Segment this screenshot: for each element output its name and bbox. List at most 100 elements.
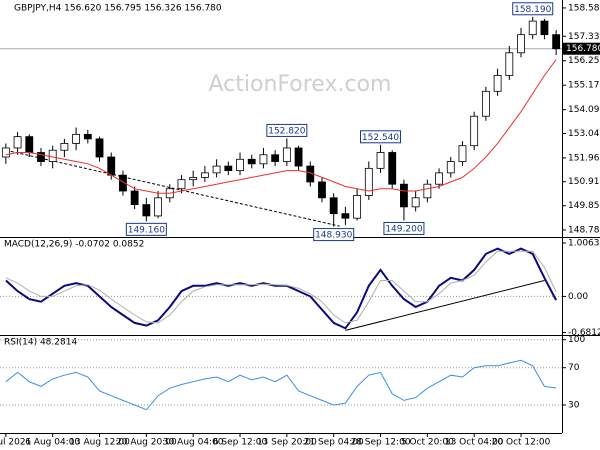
x-tick-label: 28 Sep 12:00 [350, 438, 410, 448]
annotation-label: 152.820 [268, 126, 305, 136]
annotation-box [383, 221, 425, 235]
y-tick-label: 100 [568, 335, 585, 345]
y-tick-label: 149.850 [568, 201, 600, 211]
candle-body [376, 152, 385, 169]
y-tick-label: 157.330 [568, 32, 600, 42]
last-price-box [563, 42, 600, 55]
candle-body [13, 136, 22, 149]
annotation-box [360, 130, 402, 144]
y-tick-label: 1.0063 [568, 238, 600, 248]
x-tick-label: 13 Aug 12:00 [69, 438, 130, 448]
candle-body [400, 183, 408, 208]
candle-body [528, 20, 537, 36]
candle-body [552, 34, 561, 50]
candle-body [493, 75, 502, 92]
candle-body [236, 158, 244, 172]
y-tick-label: 30 [568, 401, 580, 411]
annotation-label: 148.930 [315, 231, 352, 241]
candle-body [37, 152, 45, 162]
candle-body [200, 172, 209, 178]
candle-body [423, 183, 432, 199]
annotation-box [512, 2, 554, 16]
y-tick-label: 153.040 [568, 129, 600, 139]
candle-body [142, 204, 151, 217]
y-tick-label: 154.090 [568, 105, 600, 115]
y-tick-label: 156.250 [568, 56, 600, 66]
annotation-label: 149.160 [128, 225, 165, 235]
annotation-box [313, 228, 355, 242]
candle-body [60, 143, 69, 151]
candle-body [388, 152, 397, 185]
y-tick-label: 151.960 [568, 153, 600, 163]
candle-body [540, 20, 549, 36]
trendline [345, 279, 545, 331]
candle-body [72, 133, 81, 144]
series-line [5, 359, 557, 411]
macd-header: MACD(12,26,9) -0.0702 0.0852 [4, 240, 144, 250]
candle-body [481, 90, 490, 117]
annotation-label: 149.200 [385, 224, 422, 234]
candle-body [470, 115, 479, 147]
x-tick-label: 20 Aug 20:00 [116, 438, 177, 448]
annotation-label: 152.540 [362, 133, 399, 143]
x-tick-label: 20 Oct 12:00 [492, 438, 551, 448]
candle-body [271, 154, 280, 162]
candle-body [364, 167, 373, 196]
candle-body [224, 165, 233, 172]
price-header: GBPJPY,H4 156.620 156.795 156.326 156.78… [14, 4, 222, 14]
candle-body [189, 177, 198, 181]
candle-body [154, 197, 162, 217]
candle-body [294, 147, 303, 167]
y-tick-label: 155.170 [568, 81, 600, 91]
candle-body [505, 52, 514, 76]
candle-body [95, 138, 104, 158]
x-tick-label: 13 Sep 20:00 [257, 438, 317, 448]
annotation-label: 158.190 [514, 5, 551, 15]
x-tick-label: 13 Oct 04:00 [445, 438, 504, 448]
rsi-header: RSI(14) 48.2814 [4, 338, 77, 348]
last-price-label: 156.780 [566, 44, 600, 54]
x-tick-label: 5 Oct 20:00 [401, 438, 454, 448]
x-tick-label: 30 Aug 04:00 [163, 438, 224, 448]
y-tick-label: 150.910 [568, 177, 600, 187]
trendline [5, 149, 340, 227]
candle-body [282, 147, 291, 162]
y-tick-label: 148.780 [568, 225, 600, 235]
series-line [5, 247, 557, 330]
candle-body [247, 158, 256, 165]
series-line [5, 59, 557, 194]
candle-body [25, 136, 34, 153]
annotation-box [266, 123, 308, 137]
y-tick-label: 158.580 [568, 3, 600, 13]
y-tick-label: 70 [568, 363, 580, 373]
candle-body [517, 34, 525, 54]
candle-body [107, 156, 116, 176]
y-tick-label: 0.00 [568, 292, 588, 302]
candle-body [212, 165, 221, 174]
candle-body [411, 197, 420, 208]
candle-body [259, 154, 268, 165]
series-line [5, 250, 557, 324]
y-tick-label: -0.6812 [568, 328, 600, 338]
candle-body [119, 174, 127, 192]
candle-body [458, 145, 467, 162]
candle-body [130, 190, 139, 205]
candle-body [353, 195, 362, 219]
candle-body [1, 147, 10, 158]
candle-body [341, 213, 350, 219]
candle-body [177, 179, 186, 190]
annotation-box [125, 222, 167, 236]
candle-body [318, 181, 326, 199]
candle-body [446, 161, 455, 174]
x-tick-label: 21 Sep 04:00 [304, 438, 364, 448]
candle-body [83, 133, 92, 140]
x-tick-label: 6 Sep 12:00 [213, 438, 268, 448]
candle-body [329, 197, 338, 215]
x-tick-label: 6 Aug 04:00 [25, 438, 80, 448]
candle-body [48, 149, 57, 162]
candle-body [435, 172, 443, 185]
x-tick-label: 29 Jul 2021 [0, 438, 31, 448]
watermark: ActionForex.com [209, 72, 392, 97]
